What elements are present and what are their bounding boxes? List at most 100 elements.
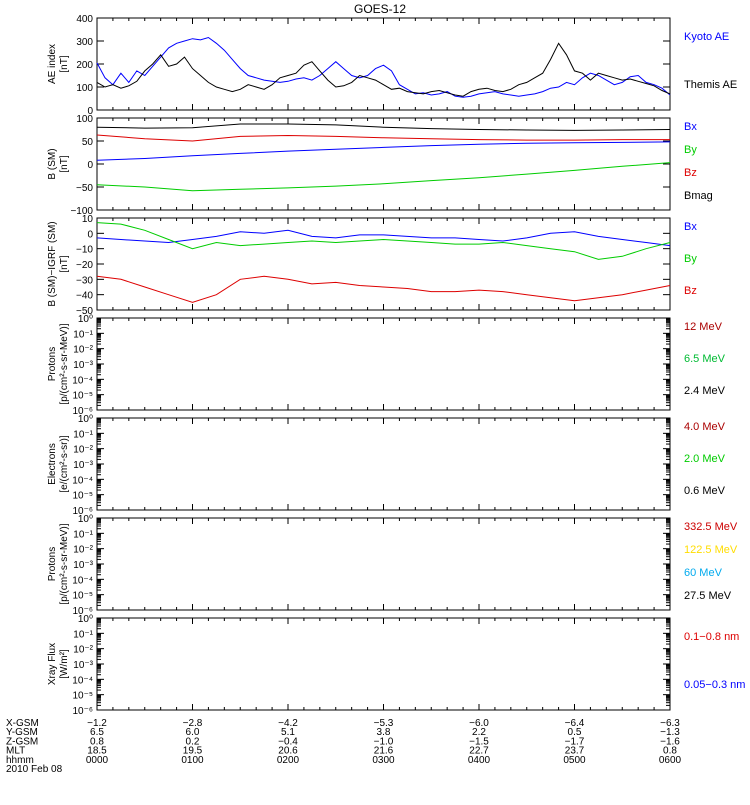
y-tick-label: 10⁻² bbox=[73, 645, 93, 656]
y-tick-label: 0 bbox=[87, 229, 93, 240]
y-tick-label: −50 bbox=[76, 306, 93, 317]
panel-protons1: 10⁰ 10⁻¹ 10⁻² 10⁻³ 10⁻⁴ 10⁻⁵ 10⁻⁶ Protons [p/(cm… bbox=[47, 314, 726, 417]
panel-bdiff: −50 −40 −30 −20 −10 0 10 B (SM)−IGRF (SM) [nT] Bx… bbox=[47, 214, 697, 317]
series-line-bx bbox=[96, 141, 671, 161]
panel-frame bbox=[96, 117, 671, 211]
y-tick-label: −10 bbox=[76, 245, 93, 256]
panel-ae: 0 100 200 300 400 AE index [nT] Kyoto AE Themis … bbox=[47, 14, 737, 117]
legend-entry: 12 MeV bbox=[684, 321, 723, 333]
legend-entry: 2.0 MeV bbox=[684, 453, 726, 465]
orbit-row-value: 5.1 bbox=[281, 727, 295, 738]
y-tick-label: −30 bbox=[76, 275, 93, 286]
y-tick-label: 10⁰ bbox=[78, 414, 93, 425]
panel-frame bbox=[96, 517, 671, 611]
y-tick-label: 10⁻⁵ bbox=[72, 691, 93, 702]
y-tick-label: 10⁻³ bbox=[73, 560, 93, 571]
y-axis-label: [nT] bbox=[59, 55, 70, 72]
figure-title: GOES-12 bbox=[354, 2, 406, 16]
orbit-row-value: 6.0 bbox=[186, 727, 200, 738]
orbit-row-label: X-GSM bbox=[6, 718, 39, 729]
y-tick-label: 0 bbox=[87, 160, 93, 171]
y-axis-label: [p/(cm²-s-sr-MeV)] bbox=[59, 523, 70, 604]
orbit-row-value: 0.2 bbox=[186, 736, 200, 747]
y-tick-label: −40 bbox=[76, 291, 93, 302]
y-tick-label: 10⁻⁴ bbox=[72, 575, 93, 586]
y-tick-label: 10⁻³ bbox=[73, 660, 93, 671]
legend-entry: 0.6 MeV bbox=[684, 485, 726, 497]
y-tick-label: 10⁻⁴ bbox=[72, 675, 93, 686]
orbit-row-value: 0100 bbox=[181, 755, 204, 766]
y-tick-label: 10⁰ bbox=[78, 314, 93, 325]
orbit-row-value: −2.8 bbox=[183, 718, 203, 729]
orbit-row-value: 0.8 bbox=[663, 746, 677, 757]
y-tick-label: 10⁻⁵ bbox=[72, 491, 93, 502]
y-tick-label: 100 bbox=[76, 114, 93, 125]
orbit-row-value: 0200 bbox=[277, 755, 300, 766]
panel-frame bbox=[96, 317, 671, 411]
y-tick-label: 10⁻³ bbox=[73, 460, 93, 471]
orbit-row-value: 0.8 bbox=[90, 736, 104, 747]
y-tick-label: 10⁻¹ bbox=[73, 429, 93, 440]
y-axis-label: Protons bbox=[47, 347, 58, 381]
legend-entry: 122.5 MeV bbox=[684, 544, 738, 556]
orbit-row-value: −1.3 bbox=[660, 727, 680, 738]
orbit-row-value: −6.3 bbox=[660, 718, 680, 729]
series-line-themis-ae bbox=[96, 42, 671, 97]
y-tick-label: 10⁻² bbox=[73, 545, 93, 556]
y-tick-label: 10⁻¹ bbox=[73, 629, 93, 640]
series-line-bmag bbox=[96, 123, 671, 131]
y-tick-label: 0 bbox=[87, 106, 93, 117]
panel-protons2: 10⁰ 10⁻¹ 10⁻² 10⁻³ 10⁻⁴ 10⁻⁵ 10⁻⁶ Protons [p/(cm… bbox=[47, 514, 738, 617]
orbit-row-value: 0500 bbox=[563, 755, 586, 766]
orbit-row-value: 0.5 bbox=[568, 727, 582, 738]
y-tick-label: 10⁻⁵ bbox=[72, 391, 93, 402]
y-axis-label: Electrons bbox=[47, 443, 58, 485]
y-tick-label: 400 bbox=[76, 14, 93, 25]
legend-entry: By bbox=[684, 253, 697, 265]
y-tick-label: −20 bbox=[76, 260, 93, 271]
legend-entry: 6.5 MeV bbox=[684, 353, 726, 365]
y-axis-label: B (SM) bbox=[47, 148, 58, 179]
panel-frame bbox=[96, 417, 671, 511]
orbit-row-value: 2.2 bbox=[472, 727, 486, 738]
y-axis-label: Xray Flux bbox=[47, 643, 58, 685]
orbit-row-value: −1.0 bbox=[374, 736, 394, 747]
legend-entry: 332.5 MeV bbox=[684, 521, 738, 533]
y-axis-label: [nT] bbox=[59, 255, 70, 272]
orbit-row-value: 20.6 bbox=[278, 746, 298, 757]
legend-entry: Bz bbox=[684, 167, 697, 179]
panel-frame bbox=[96, 17, 671, 111]
orbit-table: X-GSM −1.2 −2.8 −4.2 −5.3 −6.0 −6.4 −6.3 Y-GSM 6.… bbox=[6, 718, 682, 775]
y-tick-label: 200 bbox=[76, 60, 93, 71]
y-tick-label: 50 bbox=[82, 137, 94, 148]
legend-entry: 27.5 MeV bbox=[684, 590, 732, 602]
series-line-bx bbox=[96, 229, 671, 247]
legend-entry: 4.0 MeV bbox=[684, 421, 726, 433]
y-tick-label: 10⁻⁴ bbox=[72, 475, 93, 486]
y-tick-label: −50 bbox=[76, 183, 93, 194]
legend-entry: By bbox=[684, 144, 697, 156]
orbit-row-value: −4.2 bbox=[278, 718, 298, 729]
orbit-row-value: 0000 bbox=[86, 755, 109, 766]
series-line-bz bbox=[96, 134, 670, 142]
orbit-row-value: 19.5 bbox=[183, 746, 203, 757]
y-axis-label: [p/(cm²-s-sr-MeV)] bbox=[59, 323, 70, 404]
orbit-row-label: MLT bbox=[6, 746, 25, 757]
y-tick-label: 10⁻⁴ bbox=[72, 375, 93, 386]
panel-xray: 10⁰ 10⁻¹ 10⁻² 10⁻³ 10⁻⁴ 10⁻⁵ 10⁻⁶ Xray Flux [W/m… bbox=[47, 614, 745, 717]
orbit-row-value: 0400 bbox=[468, 755, 491, 766]
orbit-row-value: −1.5 bbox=[469, 736, 489, 747]
y-axis-label: Protons bbox=[47, 547, 58, 581]
y-tick-label: 10⁻⁶ bbox=[72, 706, 93, 717]
y-axis-label: [nT] bbox=[59, 155, 70, 172]
orbit-row-label: Y-GSM bbox=[6, 727, 38, 738]
legend-entry: 60 MeV bbox=[684, 567, 723, 579]
y-tick-label: 10 bbox=[82, 214, 94, 225]
panel-frame bbox=[96, 217, 671, 311]
y-axis-label: B (SM)−IGRF (SM) bbox=[47, 221, 58, 306]
legend-entry: Bx bbox=[684, 221, 697, 233]
orbit-row-value: 0600 bbox=[659, 755, 682, 766]
orbit-row-value: 21.6 bbox=[374, 746, 394, 757]
date-label: 2010 Feb 08 bbox=[6, 764, 63, 775]
